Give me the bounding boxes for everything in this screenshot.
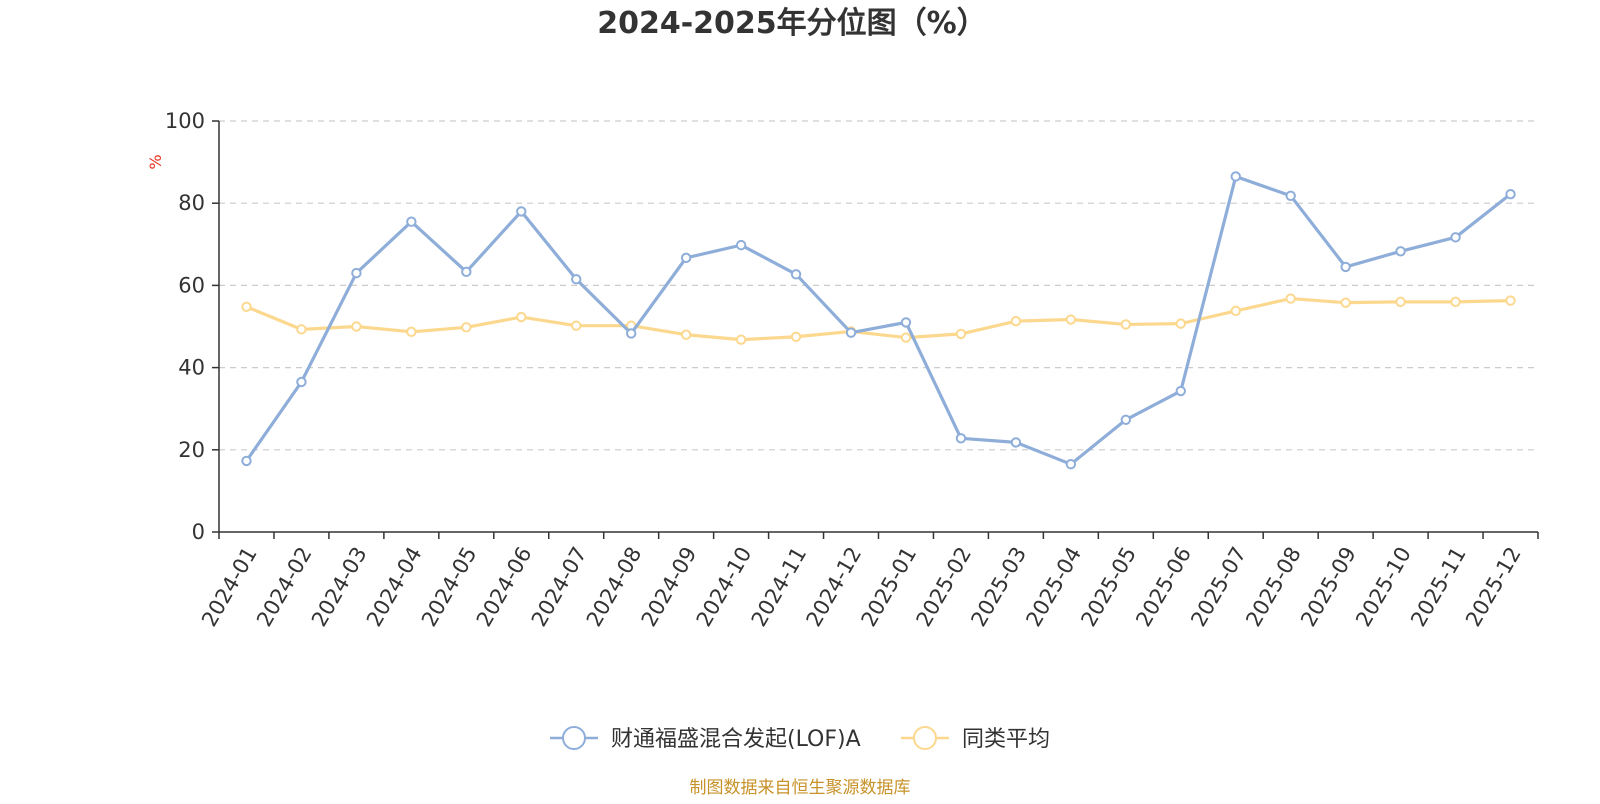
- legend[interactable]: 财通福盛混合发起(LOF)A 同类平均: [550, 726, 1050, 752]
- data-point[interactable]: [1120, 414, 1132, 425]
- data-point[interactable]: [625, 328, 637, 339]
- data-point[interactable]: [351, 267, 362, 279]
- data-point[interactable]: [1175, 318, 1186, 329]
- data-point[interactable]: [790, 269, 802, 280]
- y-tick-label: 40: [178, 356, 205, 380]
- data-point[interactable]: [296, 376, 307, 388]
- legend-label: 财通福盛混合发起(LOF)A: [611, 727, 861, 752]
- data-point[interactable]: [461, 322, 472, 333]
- legend-label: 同类平均: [962, 727, 1050, 752]
- data-point[interactable]: [1285, 293, 1296, 304]
- data-point[interactable]: [1175, 385, 1186, 397]
- grid-lines: [219, 120, 1538, 451]
- data-point[interactable]: [516, 206, 527, 217]
- data-point[interactable]: [1505, 295, 1516, 306]
- series-line-1: [244, 296, 1513, 342]
- data-point[interactable]: [571, 274, 582, 285]
- data-point[interactable]: [680, 252, 692, 264]
- data-point[interactable]: [955, 433, 967, 444]
- data-point[interactable]: [900, 317, 912, 328]
- data-point[interactable]: [735, 334, 747, 345]
- data-point[interactable]: [955, 328, 967, 340]
- data-point[interactable]: [845, 327, 857, 338]
- y-axis-unit-label: %: [146, 154, 165, 169]
- data-point[interactable]: [900, 332, 912, 343]
- data-point[interactable]: [1340, 297, 1351, 308]
- legend-item-1[interactable]: 同类平均: [901, 726, 1050, 752]
- y-tick-label: 60: [178, 273, 205, 297]
- data-point[interactable]: [406, 216, 417, 227]
- data-point[interactable]: [296, 324, 307, 335]
- y-tick-label: 100: [165, 109, 205, 133]
- y-tick-label: 80: [178, 191, 205, 215]
- data-point[interactable]: [1395, 296, 1406, 308]
- data-point[interactable]: [516, 311, 527, 323]
- data-point[interactable]: [1120, 319, 1132, 330]
- data-point[interactable]: [1285, 190, 1296, 202]
- series-layer: [241, 171, 1516, 470]
- data-point[interactable]: [406, 326, 417, 338]
- source-note: 制图数据来自恒生聚源数据库: [690, 778, 911, 798]
- legend-circle-icon: [913, 726, 937, 750]
- data-point[interactable]: [241, 301, 252, 312]
- data-point[interactable]: [241, 455, 252, 467]
- axes: 0204060801002024-012024-022024-032024-04…: [165, 109, 1539, 631]
- data-point[interactable]: [1230, 305, 1241, 317]
- data-point[interactable]: [1230, 171, 1241, 182]
- data-point[interactable]: [461, 266, 472, 278]
- data-point[interactable]: [1450, 232, 1461, 243]
- data-point[interactable]: [1065, 314, 1077, 325]
- y-tick-label: 0: [192, 520, 205, 544]
- data-point[interactable]: [1395, 246, 1406, 257]
- data-point[interactable]: [680, 329, 692, 340]
- data-point[interactable]: [1505, 188, 1516, 200]
- chart-title: 2024-2025年分位图（%）: [597, 6, 987, 41]
- series-line-0: [244, 174, 1513, 466]
- data-point[interactable]: [1340, 261, 1351, 273]
- x-tick-label: 2025-12: [1461, 543, 1526, 631]
- data-point[interactable]: [790, 331, 802, 342]
- y-tick-label: 20: [178, 438, 205, 462]
- data-point[interactable]: [1065, 458, 1077, 470]
- data-point[interactable]: [1010, 315, 1022, 327]
- data-point[interactable]: [1450, 296, 1461, 308]
- legend-circle-icon: [562, 726, 586, 750]
- data-point[interactable]: [351, 321, 362, 332]
- data-point[interactable]: [571, 320, 582, 331]
- data-point[interactable]: [735, 239, 747, 251]
- data-point[interactable]: [1010, 437, 1022, 448]
- legend-item-0[interactable]: 财通福盛混合发起(LOF)A: [550, 726, 861, 752]
